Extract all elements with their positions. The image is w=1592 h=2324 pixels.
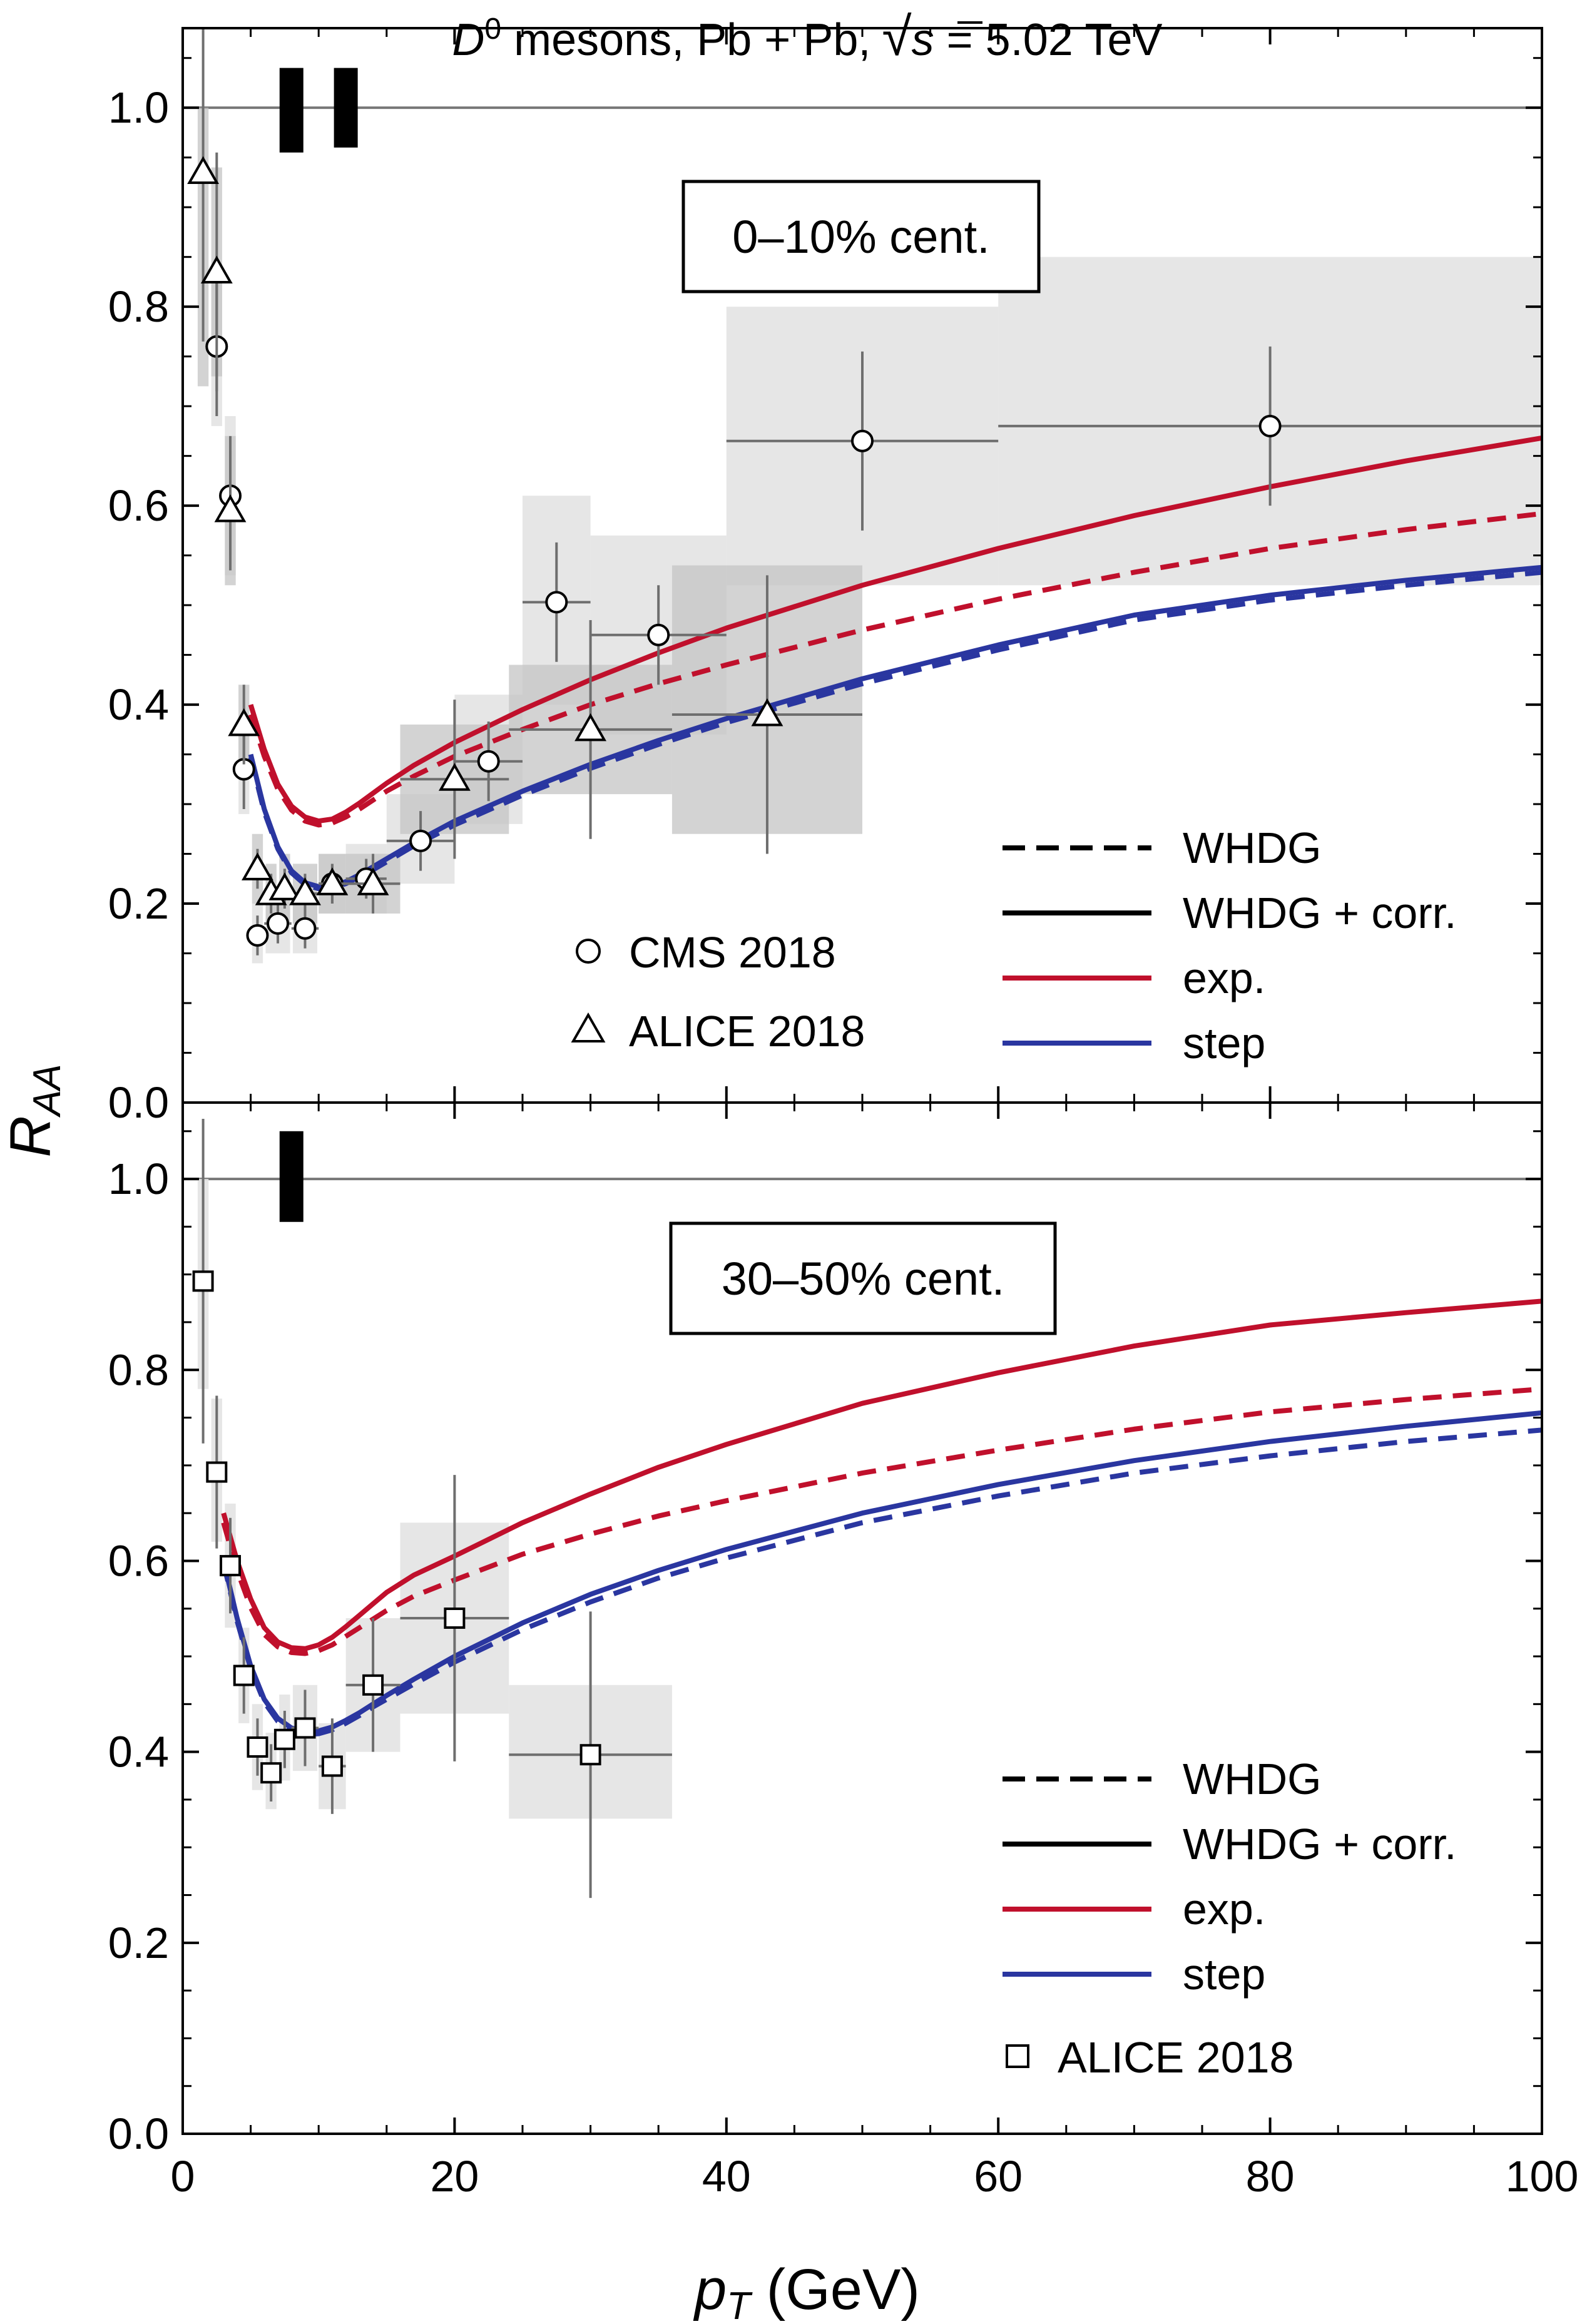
top-alice-point [357,867,389,895]
panel-top: 0.0 0.2 0.4 0.6 0.8 1.0 0–10% cent. WHDG WHDG + … [108,27,1543,1127]
bottom-legend-label-3: step [1183,1950,1265,1999]
bottom-alice-point [247,1736,268,1758]
bottom-x-tick-label: 60 [974,2152,1023,2201]
top-cms-point [1258,414,1282,437]
top-legend-label-2: exp. [1183,954,1265,1002]
bottom-alice-point [294,1717,316,1739]
top-y-tick-label: 1.0 [108,83,169,132]
bottom-y-tick-label: 0.8 [108,1345,169,1394]
top-legend-marker-label-0: CMS 2018 [629,928,836,977]
bottom-centrality-label: 30–50% cent. [722,1253,1005,1305]
bottom-legend-label-0: WHDG [1183,1755,1322,1803]
bottom-legend-label-1: WHDG + corr. [1183,1820,1457,1868]
bottom-x-tick-label: 80 [1246,2152,1295,2201]
top-legend-label-0: WHDG [1183,823,1322,872]
panel-bottom: 0.0 0.2 0.4 0.6 0.8 1.0 0 20 40 60 80 100 30–50% cen… [108,1101,1579,2201]
top-legend-label-3: step [1183,1019,1265,1068]
top-y-tick-label: 0.2 [108,879,169,928]
top-legend-marker-circle [576,939,601,964]
top-curve-step-dashed [248,569,1542,892]
bottom-legend-marker-square [1006,2044,1029,2068]
top-alice-point [214,494,247,522]
top-alice-point [200,255,233,284]
top-y-tick-label: 0.6 [108,481,169,530]
y-axis-label: RAA [0,1064,69,1157]
top-cms-point [246,924,269,947]
bottom-norm-uncertainty-box [279,1131,304,1222]
top-norm-uncertainty-box [334,68,358,148]
top-cms-point [851,429,874,452]
figure-title: D0 mesons, Pb + Pb, √s = 5.02 TeV [452,7,1162,67]
bottom-curve-exp-solid [221,1298,1542,1651]
top-cms-point [545,591,568,614]
x-axis-label: pT (GeV) [693,2258,920,2324]
bottom-alice-point [362,1674,384,1696]
top-cms-point [267,912,290,935]
title-s: s [912,15,934,65]
top-y-tick-label: 0.8 [108,282,169,331]
bottom-alice-point [579,1744,601,1766]
bottom-alice-point [321,1755,343,1777]
bottom-y-tick-label: 0.4 [108,1728,169,1776]
top-alice-point [751,698,783,726]
bottom-alice-point [444,1608,466,1629]
top-alice-point [268,872,301,900]
bottom-x-tick-label: 40 [702,2152,751,2201]
bottom-x-tick-label: 0 [171,2152,195,2201]
bottom-curve-exp-dashed [221,1386,1542,1656]
bottom-alice-point [192,1270,214,1292]
title-particle: D [452,15,484,65]
bottom-legend-label-2: exp. [1183,1885,1265,1934]
top-centrality-label: 0–10% cent. [732,211,989,263]
bottom-alice-point [220,1555,242,1577]
top-alice-point [316,867,349,895]
bottom-legend-marker-label-0: ALICE 2018 [1058,2033,1294,2082]
title-sqrt: √ [882,7,912,67]
bottom-y-tick-label: 0.2 [108,1919,169,1967]
x-axis-var: p [693,2258,727,2321]
bottom-alice-point [206,1461,228,1483]
bottom-y-tick-label: 0.0 [108,2109,169,2158]
bottom-y-tick-label: 0.6 [108,1536,169,1585]
top-alice-point [289,877,321,905]
bottom-curve-step-dashed [221,1427,1542,1738]
y-axis-sub: AA [26,1064,69,1118]
bottom-alice-point [233,1664,255,1686]
top-legend-label-1: WHDG + corr. [1183,889,1457,937]
top-curve-exp-dashed [248,511,1542,828]
top-cms-point [647,623,670,646]
top-alice-point [228,708,260,736]
top-alice-point [187,156,220,185]
x-axis-sub: T [727,2285,753,2324]
top-alice-point [438,763,471,791]
top-y-tick-label: 0.4 [108,680,169,729]
title-rest: mesons, Pb + Pb, [501,15,870,65]
bottom-y-tick-label: 1.0 [108,1154,169,1203]
top-legend-marker-triangle [571,1012,606,1042]
top-legend-marker-label-1: ALICE 2018 [629,1007,865,1056]
x-axis-unit: (GeV) [750,2258,920,2321]
top-cms-point [409,829,432,852]
top-centrality-box [681,180,1041,293]
bottom-alice-point [260,1762,282,1784]
top-norm-uncertainty-box [279,68,304,153]
top-cms-point [293,917,317,940]
top-y-tick-label: 0.0 [108,1078,169,1127]
bottom-centrality-box [669,1221,1057,1335]
top-alice-point [574,713,607,742]
bottom-x-tick-label: 20 [430,2152,479,2201]
top-plot-area [183,28,1542,964]
bottom-alice-point [273,1728,295,1750]
y-axis-var: R [0,1116,63,1157]
top-curve-exp-solid [248,436,1542,824]
top-alice-point [242,852,273,880]
bottom-x-tick-label: 100 [1506,2152,1579,2201]
bottom-plot-area [183,1118,1542,1898]
top-cms-point [477,750,500,773]
